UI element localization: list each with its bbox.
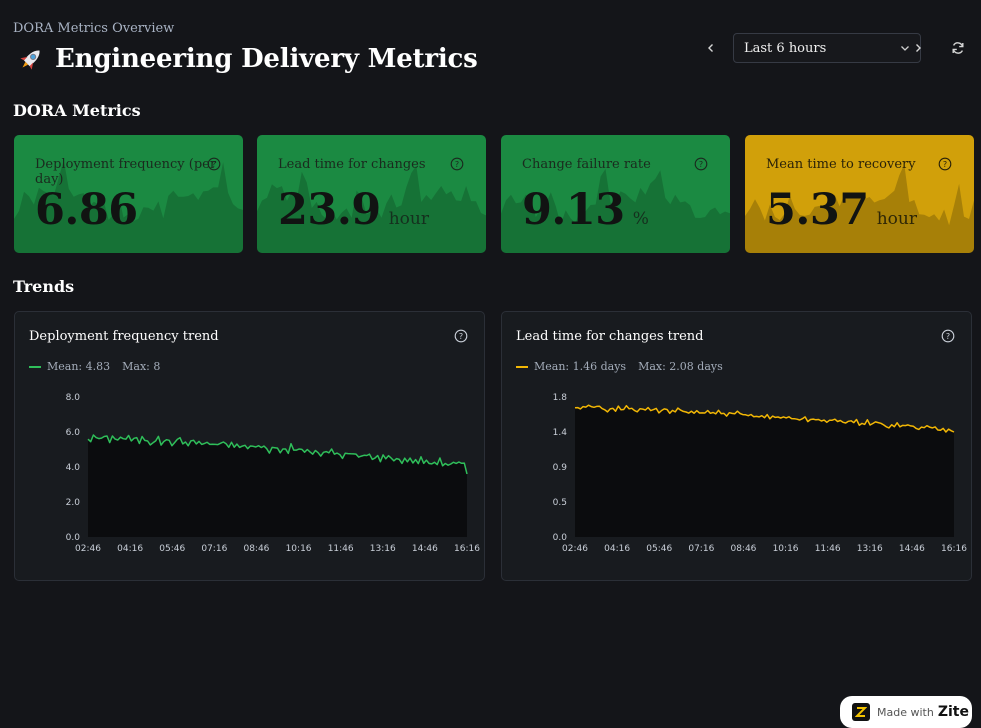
x-tick-label: 07:16 <box>201 544 227 554</box>
chevron-right-icon <box>916 44 921 52</box>
deployment-frequency-chart[interactable]: 0.0 2.0 4.0 6.0 8.0 02:46 04:16 05:46 07:16 08:46… <box>15 382 484 562</box>
rocket-icon <box>20 50 40 70</box>
y-tick-label: 0.5 <box>553 498 567 508</box>
section-title-dora: DORA Metrics <box>13 101 141 120</box>
legend-swatch <box>516 365 528 368</box>
panel-lead-time-trend: Lead time for changes trend ? Mean: 1.46… <box>501 311 972 581</box>
x-tick-label: 13:16 <box>857 544 883 554</box>
legend-max: Max: 8 <box>122 360 161 373</box>
help-icon[interactable]: ? <box>454 329 468 343</box>
next-range-button[interactable] <box>905 33 931 63</box>
stat-card-change-failure-rate[interactable]: Change failure rate ? 9.13% <box>501 135 730 253</box>
svg-text:?: ? <box>943 160 947 169</box>
legend-mean: Mean: 4.83 <box>47 360 111 373</box>
x-tick-label: 07:16 <box>688 544 714 554</box>
svg-text:?: ? <box>455 160 459 169</box>
sparkline <box>14 160 243 253</box>
stat-card-deployment-frequency[interactable]: Deployment frequency (per day) ? 6.86 <box>14 135 243 253</box>
stat-card-lead-time[interactable]: Lead time for changes ? 23.9 hour <box>257 135 486 253</box>
section-title-trends: Trends <box>13 277 75 296</box>
stat-card-mean-time-to-recovery[interactable]: Mean time to recovery ? 5.37 hour <box>745 135 974 253</box>
series-line[interactable] <box>574 404 955 433</box>
stat-unit: % <box>632 209 649 229</box>
sparkline <box>257 165 486 253</box>
help-icon[interactable]: ? <box>450 157 464 171</box>
x-tick-label: 05:46 <box>646 544 672 554</box>
stat-value: 6.86 <box>35 185 138 235</box>
y-tick-label: 1.8 <box>553 393 568 403</box>
breadcrumb[interactable]: DORA Metrics Overview <box>13 21 175 36</box>
panel-title: Deployment frequency trend <box>29 329 219 344</box>
x-tick-label: 08:46 <box>730 544 756 554</box>
help-icon[interactable]: ? <box>207 157 221 171</box>
y-tick-label: 4.0 <box>66 463 81 473</box>
stat-value: 9.13 <box>522 185 625 235</box>
help-icon[interactable]: ? <box>938 157 952 171</box>
x-tick-label: 16:16 <box>454 544 480 554</box>
x-tick-label: 05:46 <box>159 544 185 554</box>
x-tick-label: 10:16 <box>773 544 799 554</box>
stat-label: Lead time for changes <box>278 157 426 172</box>
y-tick-label: 8.0 <box>66 393 81 403</box>
x-tick-label: 10:16 <box>286 544 312 554</box>
stat-label: Change failure rate <box>522 157 651 172</box>
page-title: Engineering Delivery Metrics <box>17 44 478 74</box>
help-icon[interactable]: ? <box>694 157 708 171</box>
x-tick-label: 04:16 <box>117 544 143 554</box>
svg-text:?: ? <box>459 332 463 341</box>
stat-unit: hour <box>388 209 429 229</box>
y-tick-label: 2.0 <box>66 498 81 508</box>
series-area <box>575 405 954 537</box>
chart-legend[interactable]: Mean: 1.46 days Max: 2.08 days <box>516 360 723 373</box>
x-tick-label: 14:46 <box>899 544 925 554</box>
x-tick-label: 02:46 <box>75 544 101 554</box>
svg-text:?: ? <box>946 332 950 341</box>
y-tick-label: 0.0 <box>553 533 568 543</box>
zite-logo-icon <box>852 703 870 721</box>
x-tick-label: 16:16 <box>941 544 967 554</box>
series-area <box>88 435 467 537</box>
time-controls: Last 6 hours <box>698 33 974 63</box>
stat-label: Deployment frequency (per day) <box>35 157 217 187</box>
stat-label: Mean time to recovery <box>766 157 916 172</box>
y-tick-label: 0.9 <box>553 463 568 473</box>
x-tick-label: 11:46 <box>328 544 354 554</box>
chart-legend[interactable]: Mean: 4.83 Max: 8 <box>29 360 160 373</box>
refresh-icon <box>952 42 964 54</box>
panel-deployment-frequency-trend: Deployment frequency trend ? Mean: 4.83 … <box>14 311 485 581</box>
help-icon[interactable]: ? <box>941 329 955 343</box>
x-tick-label: 04:16 <box>604 544 630 554</box>
x-tick-label: 13:16 <box>370 544 396 554</box>
svg-text:?: ? <box>699 160 703 169</box>
time-range-value: Last 6 hours <box>744 40 827 56</box>
y-tick-label: 1.4 <box>553 428 568 438</box>
chevron-left-icon <box>708 44 713 52</box>
sparkline <box>501 168 730 253</box>
panel-title: Lead time for changes trend <box>516 329 704 344</box>
brand-text: Zite <box>937 704 969 720</box>
time-range-select[interactable]: Last 6 hours <box>733 33 921 63</box>
sparkline <box>745 164 974 253</box>
stat-unit: hour <box>876 209 917 229</box>
legend-mean: Mean: 1.46 days <box>534 360 627 373</box>
y-tick-label: 0.0 <box>66 533 81 543</box>
legend-swatch <box>29 365 41 368</box>
stat-value: 23.9 <box>278 185 381 235</box>
lead-time-chart[interactable]: 0.0 0.5 0.9 1.4 1.8 02:46 04:16 05:46 07:16 08:46… <box>502 382 971 562</box>
x-tick-label: 08:46 <box>243 544 269 554</box>
x-tick-label: 02:46 <box>562 544 588 554</box>
page-title-text: Engineering Delivery Metrics <box>55 44 478 74</box>
series-line[interactable] <box>87 434 468 475</box>
made-with-zite-badge[interactable]: Made with Zite <box>840 696 972 728</box>
x-tick-label: 14:46 <box>412 544 438 554</box>
made-with-text: Made with <box>877 705 934 719</box>
stat-value: 5.37 <box>766 185 869 235</box>
svg-text:?: ? <box>212 160 216 169</box>
legend-max: Max: 2.08 days <box>638 360 723 373</box>
y-tick-label: 6.0 <box>66 428 81 438</box>
chevron-down-icon <box>901 46 909 51</box>
previous-range-button[interactable] <box>698 33 724 63</box>
refresh-button[interactable] <box>945 33 971 63</box>
x-tick-label: 11:46 <box>815 544 841 554</box>
